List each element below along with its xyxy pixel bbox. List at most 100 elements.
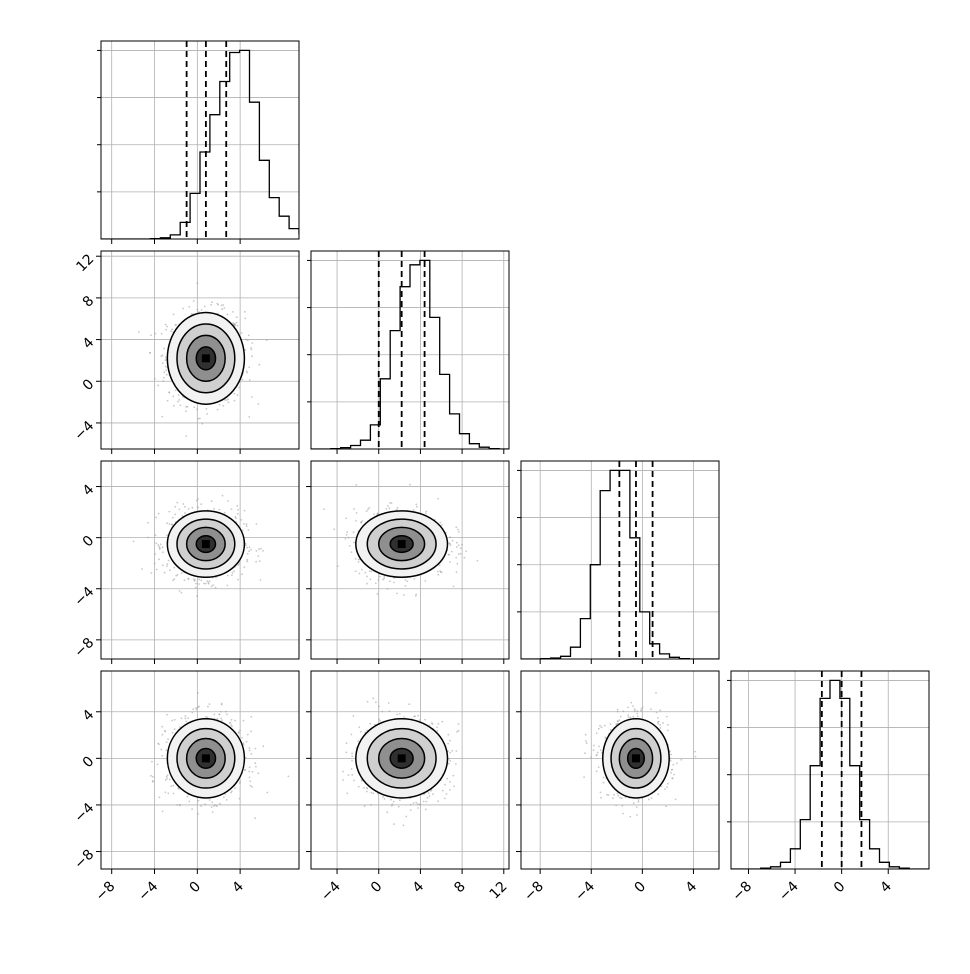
scatter-point (455, 541, 458, 544)
scatter-point (406, 580, 409, 583)
scatter-point (627, 714, 630, 716)
histogram-step (521, 469, 719, 659)
scatter-point (191, 711, 194, 714)
density-peak (397, 754, 406, 763)
scatter-point (237, 578, 239, 581)
scatter-point (593, 744, 595, 747)
scatter-point (237, 731, 240, 734)
scatter-point (179, 404, 182, 407)
scatter-point (673, 773, 675, 776)
scatter-point (208, 799, 211, 801)
scatter-point (250, 347, 252, 349)
scatter-point (187, 577, 190, 580)
scatter-point (161, 564, 164, 567)
scatter-point (210, 303, 213, 306)
scatter-point (627, 716, 630, 719)
scatter-point (210, 806, 213, 808)
scatter-point (357, 558, 360, 561)
scatter-point (437, 723, 440, 725)
scatter-point (151, 780, 154, 783)
scatter-point (150, 334, 152, 336)
scatter-point (358, 572, 361, 575)
scatter-point (607, 794, 610, 796)
histogram-panel (101, 41, 299, 239)
scatter-point (150, 774, 152, 777)
scatter-point (240, 519, 243, 521)
panel-frame (310, 460, 510, 660)
scatter-point (409, 483, 411, 486)
scatter-point (172, 395, 175, 398)
scatter-point (225, 799, 228, 801)
scatter-point (230, 718, 233, 721)
density-peak (201, 754, 210, 763)
scatter-point (182, 307, 185, 310)
scatter-point (147, 536, 150, 539)
scatter-point (350, 733, 353, 736)
scatter-point (193, 406, 196, 409)
scatter-point (206, 716, 209, 719)
scatter-point (201, 422, 204, 425)
scatter-point (169, 569, 171, 572)
scatter-point (197, 706, 200, 709)
scatter-point (165, 775, 168, 778)
scatter-point (439, 521, 442, 524)
scatter-point (170, 523, 173, 526)
x-tick-label: 8 (451, 879, 469, 897)
scatter-point (408, 703, 411, 706)
scatter-point (370, 570, 373, 573)
y-tick-label: 12 (73, 251, 97, 275)
scatter-point (158, 548, 161, 550)
scatter-point (386, 588, 389, 590)
scatter-point (248, 366, 251, 369)
scatter-point (240, 332, 243, 334)
scatter-point (245, 338, 248, 341)
scatter-point (154, 553, 157, 555)
scatter-point (657, 720, 660, 723)
scatter-point (257, 772, 260, 775)
scatter-point (235, 316, 238, 319)
scatter-point (173, 566, 176, 569)
y-tick-label: 0 (80, 533, 98, 551)
scatter-point (657, 722, 660, 725)
scatter-point (619, 715, 622, 718)
scatter-point (640, 709, 642, 712)
scatter-point (167, 738, 170, 741)
scatter-point (657, 793, 660, 796)
scatter-point (664, 788, 666, 790)
scatter-point (379, 720, 381, 722)
scatter-point (197, 417, 200, 420)
scatter-point (206, 413, 209, 415)
scatter-point (609, 723, 612, 725)
scatter-point (584, 733, 587, 736)
scatter-point (250, 548, 253, 551)
scatter-point (418, 719, 421, 721)
scatter-point (377, 579, 380, 581)
scatter-panel (101, 671, 299, 869)
scatter-point (185, 410, 187, 413)
scatter-point (368, 506, 371, 509)
scatter-point (154, 332, 157, 335)
scatter-point (621, 804, 624, 807)
scatter-point (176, 804, 179, 806)
scatter-point (415, 503, 418, 506)
scatter-point (168, 778, 171, 781)
scatter-point (437, 497, 439, 500)
scatter-point (385, 508, 388, 510)
panel-frame (520, 460, 720, 660)
scatter-point (476, 559, 479, 562)
scatter-point (197, 498, 199, 500)
scatter-point (443, 797, 446, 800)
scatter-point (226, 313, 229, 316)
scatter-point (378, 718, 380, 721)
scatter-point (613, 793, 615, 796)
scatter-point (178, 508, 181, 511)
scatter-point (629, 815, 632, 818)
scatter-point (670, 771, 672, 774)
scatter-point (457, 528, 459, 531)
scatter-point (249, 780, 252, 783)
scatter-point (233, 392, 236, 395)
scatter-point (659, 709, 662, 712)
scatter-point (655, 692, 657, 694)
scatter-point (218, 508, 221, 511)
scatter-point (376, 593, 379, 595)
